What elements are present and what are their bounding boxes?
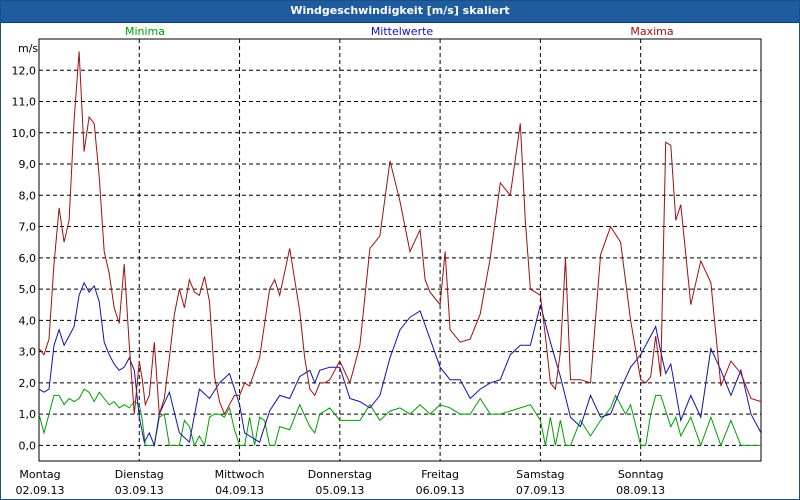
y-tick-label: 2,0 (19, 377, 37, 390)
x-tick-day: Dienstag (115, 468, 164, 481)
grid (39, 39, 761, 461)
y-tick-label: 3,0 (19, 346, 37, 359)
x-tick-day: Mittwoch (215, 468, 265, 481)
series-lines (38, 51, 762, 448)
axis-labels: m/s 0,0 1,0 2,0 3,0 4,0 5,0 6,0 7,0 8,0 9,0 10,0 11… (12, 42, 666, 497)
x-tick-day: Montag (19, 468, 60, 481)
x-tick-date: 06.09.13 (416, 484, 465, 497)
x-tick-date: 04.09.13 (215, 484, 264, 497)
y-axis-label: m/s (18, 42, 38, 55)
x-tick-date: 07.09.13 (516, 484, 565, 497)
y-tick-label: 1,0 (19, 408, 37, 421)
x-tick-date: 08.09.13 (616, 484, 665, 497)
series-line-mittelwerte (38, 281, 762, 448)
legend-maxima: Maxima (630, 25, 673, 38)
x-tick-date: 03.09.13 (115, 484, 164, 497)
series-line-maxima (38, 51, 762, 416)
y-tick-label: 10,0 (12, 127, 37, 140)
title-bar: Windgeschwindigkeit [m/s] skaliert (1, 1, 799, 23)
legend: Minima Mittelwerte Maxima (125, 25, 674, 38)
plot-area (38, 38, 762, 462)
series-line-minima (38, 388, 761, 447)
y-tick-label: 12,0 (12, 64, 37, 77)
x-tick-day: Samstag (516, 468, 564, 481)
y-tick-label: 8,0 (19, 189, 37, 202)
legend-minima: Minima (125, 25, 165, 38)
x-tick-date: 05.09.13 (315, 484, 364, 497)
x-tick-day: Freitag (421, 468, 459, 481)
y-tick-label: 7,0 (19, 221, 37, 234)
y-tick-label: 11,0 (12, 96, 37, 109)
y-tick-label: 6,0 (19, 252, 37, 265)
y-tick-label: 5,0 (19, 283, 37, 296)
y-tick-label: 4,0 (19, 314, 37, 327)
y-tick-label: 0,0 (19, 439, 37, 452)
window-title: Windgeschwindigkeit [m/s] skaliert (290, 4, 510, 17)
legend-mittelwerte: Mittelwerte (371, 25, 434, 38)
y-tick-label: 9,0 (19, 158, 37, 171)
x-tick-date: 02.09.13 (16, 484, 65, 497)
x-tick-day: Sonntag (618, 468, 664, 481)
x-tick-day: Donnerstag (308, 468, 372, 481)
